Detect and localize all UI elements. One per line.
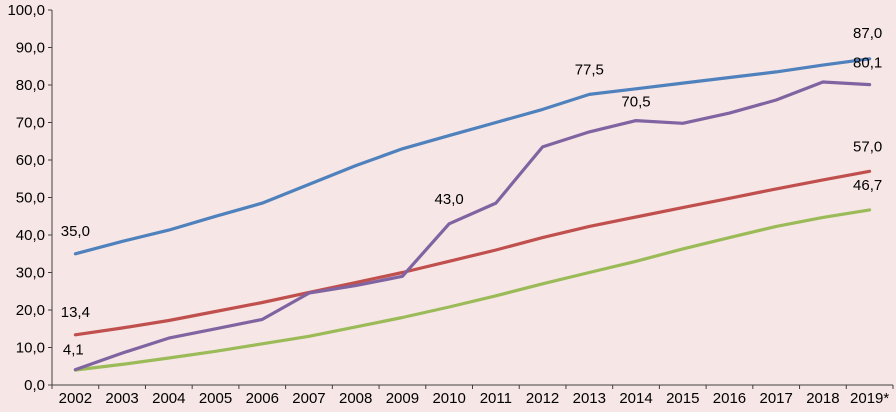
series-line-blue: [73, 57, 872, 256]
y-tick-label: 20,0: [16, 302, 45, 319]
data-label-purple: 43,0: [435, 191, 464, 208]
data-label-purple: 4,1: [63, 342, 84, 359]
x-tick-label: 2017: [760, 390, 793, 407]
x-tick-label: 2011: [480, 390, 512, 407]
y-tick-label: 30,0: [16, 265, 45, 282]
x-tick-label: 2004: [152, 390, 185, 407]
data-label-blue: 77,5: [575, 61, 604, 78]
y-tick-label: 50,0: [16, 190, 45, 207]
y-tick-label: 100,0: [7, 2, 45, 19]
x-tick-label: 2009: [386, 390, 419, 407]
series-line-green: [73, 208, 872, 372]
x-tick-label: 2013: [573, 390, 606, 407]
y-tick-label: 0,0: [24, 377, 45, 394]
y-tick-label: 60,0: [16, 152, 45, 169]
x-tick-label: 2007: [292, 390, 325, 407]
x-tick-label: 2006: [246, 390, 279, 407]
series-line-purple: [73, 80, 872, 372]
x-tick-label: 2012: [526, 390, 559, 407]
data-label-purple: 80,1: [853, 55, 882, 72]
y-tick-label: 90,0: [16, 40, 45, 57]
y-tick-label: 10,0: [16, 340, 45, 357]
x-tick-label: 2015: [666, 390, 699, 407]
data-label-blue: 87,0: [853, 25, 882, 42]
data-label-green: 46,7: [853, 177, 882, 194]
x-tick-label: 2018: [806, 390, 839, 407]
x-tick-label: 2010: [432, 390, 465, 407]
data-label-red: 57,0: [853, 138, 882, 155]
data-label-blue: 35,0: [61, 223, 90, 240]
series-line-red: [73, 169, 872, 337]
x-tick-label: 2005: [199, 390, 232, 407]
x-tick-label: 2002: [59, 390, 92, 407]
x-tick-label: 2008: [339, 390, 372, 407]
x-tick-label: 2016: [713, 390, 746, 407]
x-tick-label: 2019*: [850, 390, 889, 407]
y-tick-label: 80,0: [16, 77, 45, 94]
x-tick-label: 2014: [619, 390, 652, 407]
data-label-red: 13,4: [61, 304, 90, 321]
y-tick-label: 70,0: [16, 115, 45, 132]
data-label-purple: 70,5: [621, 94, 650, 111]
y-tick-label: 40,0: [16, 227, 45, 244]
x-tick-label: 2003: [105, 390, 138, 407]
